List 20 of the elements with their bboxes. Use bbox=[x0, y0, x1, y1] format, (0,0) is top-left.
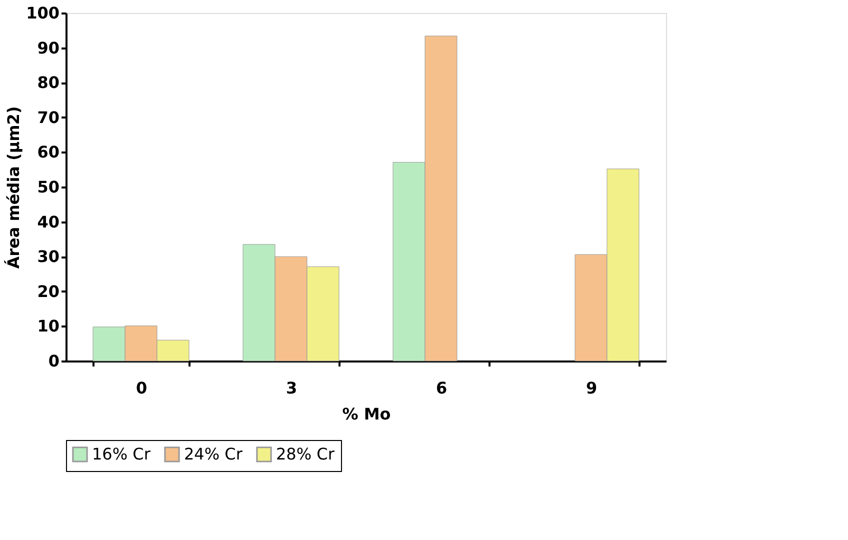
y-tick-label: 50 bbox=[37, 178, 60, 196]
y-tick-label: 0 bbox=[48, 352, 60, 370]
x-axis-title: % Mo bbox=[342, 404, 391, 424]
x-tick-label: 0 bbox=[136, 378, 148, 398]
y-tick-label: 90 bbox=[37, 38, 60, 58]
legend-label: 16% Cr bbox=[92, 444, 151, 464]
legend-label: 28% Cr bbox=[276, 444, 335, 464]
y-tick-label: 30 bbox=[37, 247, 60, 266]
y-axis-title: Área média (µm2) bbox=[4, 106, 24, 269]
y-tick-label: 80 bbox=[37, 73, 60, 92]
x-tick-label: 6 bbox=[436, 378, 448, 398]
legend-label: 24% Cr bbox=[184, 444, 243, 464]
y-tick-label: 10 bbox=[37, 316, 60, 336]
y-tick-label: 70 bbox=[37, 108, 60, 127]
x-tick-label: 3 bbox=[286, 378, 298, 398]
y-tick-label: 60 bbox=[37, 142, 60, 162]
y-tick-label: 40 bbox=[37, 212, 60, 232]
y-tick-label: 20 bbox=[37, 282, 60, 301]
y-tick-label: 100 bbox=[26, 4, 60, 22]
x-tick-label: 9 bbox=[586, 378, 598, 398]
